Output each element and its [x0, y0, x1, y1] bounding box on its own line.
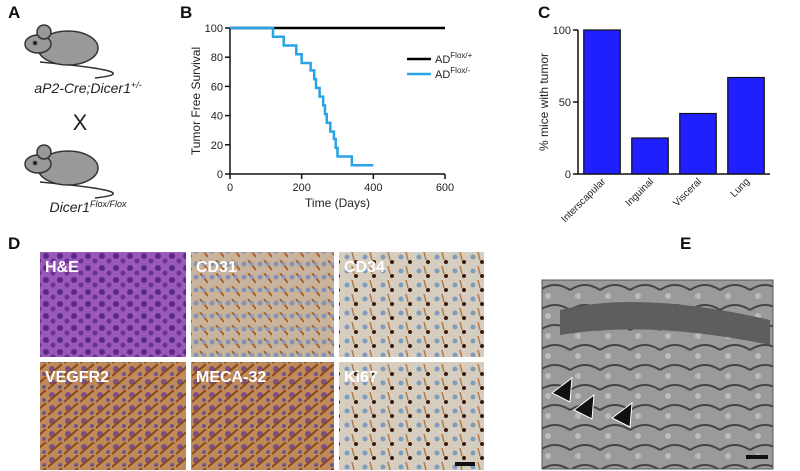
y-tick-label: 100 [553, 25, 571, 37]
bar [583, 29, 621, 175]
bar [679, 112, 717, 175]
survival-line [230, 26, 374, 167]
panel-letter: E [680, 234, 691, 253]
y-axis-label: Tumor Free Survival [189, 47, 203, 155]
stain-label: VEGFR2 [45, 369, 109, 386]
legend-entry: ADFlox/+ [435, 51, 473, 66]
genotype: Dicer1Flox/Flox [50, 199, 127, 215]
stain-label: H&E [45, 259, 79, 276]
bar [631, 137, 669, 175]
histology-image [40, 362, 186, 470]
x-tick-label: Interscapular [559, 176, 608, 225]
panel-letter: D [8, 234, 20, 253]
legend-entry: ADFlox/- [435, 66, 471, 81]
x-tick-label: Inguinal [624, 176, 657, 209]
panel-letter: A [8, 3, 20, 22]
y-tick-label: 60 [211, 81, 223, 93]
genotype: aP2-Cre;Dicer1+/- [34, 80, 141, 96]
stain-label: Ki67 [344, 369, 378, 386]
x-tick-label: 600 [436, 182, 454, 194]
x-tick-label: 400 [364, 182, 382, 194]
arrowhead [611, 401, 633, 428]
legend-name: AD [435, 69, 450, 81]
x-tick-label: Visceral [671, 176, 704, 209]
cross-symbol: X [73, 110, 88, 135]
y-axis-label: % mice with tumor [537, 53, 551, 151]
x-tick-label: Lung [729, 176, 753, 200]
panel-letter: B [180, 3, 192, 22]
histology-image [40, 252, 186, 357]
x-tick-label: 200 [292, 182, 310, 194]
mouse-icon [24, 144, 115, 199]
histology-image [191, 362, 334, 470]
em-structure [560, 302, 770, 345]
y-tick-label: 0 [565, 169, 571, 181]
x-tick-label: 0 [227, 182, 233, 194]
legend-sup: Flox/- [450, 66, 470, 75]
histology-image [191, 252, 334, 357]
y-tick-label: 40 [211, 111, 223, 123]
y-tick-label: 20 [211, 140, 223, 152]
y-tick-label: 0 [217, 169, 223, 181]
scale-bar [746, 455, 768, 459]
bar [727, 76, 765, 175]
histology-image [339, 362, 484, 470]
legend-sup: Flox/+ [450, 51, 472, 60]
x-axis-label: Time (Days) [305, 196, 370, 210]
arrowhead [573, 393, 595, 420]
legend-name: AD [435, 54, 450, 66]
panel-letter: C [538, 3, 550, 22]
histology-image [339, 252, 484, 357]
stain-label: CD31 [196, 259, 237, 276]
y-tick-label: 100 [205, 23, 223, 35]
y-tick-label: 80 [211, 52, 223, 64]
stain-label: MECA-32 [196, 369, 266, 386]
scale-bar [455, 462, 475, 466]
arrowhead [551, 376, 573, 403]
stain-label: CD34 [344, 259, 385, 276]
y-tick-label: 50 [559, 97, 571, 109]
mouse-icon [24, 24, 115, 79]
